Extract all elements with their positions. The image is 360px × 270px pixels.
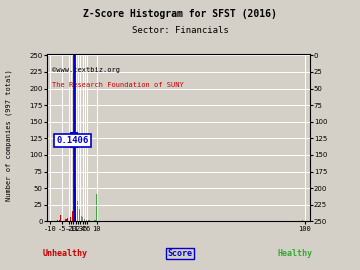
Bar <box>302 220 303 221</box>
Bar <box>95 220 96 221</box>
Bar <box>75 184 76 221</box>
Bar <box>90 220 91 221</box>
Bar <box>67 218 68 221</box>
Bar <box>71 214 72 221</box>
Bar <box>72 211 73 221</box>
Bar <box>68 217 69 221</box>
Bar <box>80 213 81 221</box>
Bar <box>74 180 75 221</box>
Bar <box>78 207 79 221</box>
Text: Sector: Financials: Sector: Financials <box>132 26 228 35</box>
Text: The Research Foundation of SUNY: The Research Foundation of SUNY <box>52 82 184 89</box>
Text: ©www.textbiz.org: ©www.textbiz.org <box>52 68 120 73</box>
Text: 0.1406: 0.1406 <box>57 136 89 145</box>
Bar <box>94 220 95 221</box>
Bar <box>59 220 60 221</box>
Bar <box>96 194 97 221</box>
Bar <box>76 190 77 221</box>
Text: Healthy: Healthy <box>278 249 313 258</box>
Bar <box>70 217 71 221</box>
Bar <box>81 216 82 221</box>
Bar <box>84 219 85 221</box>
Bar <box>82 217 83 221</box>
Bar <box>85 220 86 221</box>
Bar <box>65 220 66 221</box>
Bar <box>57 220 58 221</box>
Bar <box>89 220 90 221</box>
Bar <box>69 217 70 221</box>
Text: Unhealthy: Unhealthy <box>42 249 87 258</box>
Text: Score: Score <box>167 249 193 258</box>
Bar <box>73 57 74 221</box>
Bar <box>79 210 80 221</box>
Bar <box>83 218 84 221</box>
Bar <box>88 220 89 221</box>
Text: Number of companies (997 total): Number of companies (997 total) <box>5 69 12 201</box>
Text: Z-Score Histogram for SFST (2016): Z-Score Histogram for SFST (2016) <box>83 9 277 19</box>
Bar <box>66 219 67 221</box>
Bar <box>86 220 87 221</box>
Bar <box>60 215 61 221</box>
Bar <box>77 201 78 221</box>
Bar <box>303 220 304 221</box>
